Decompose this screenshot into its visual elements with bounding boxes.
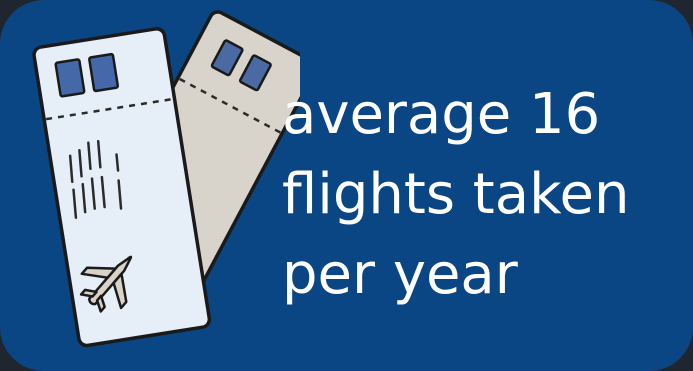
stat-line-3: per year [282, 242, 518, 307]
stat-line-1: average 16 [282, 82, 601, 147]
stat-text: average 16 flights taken per year [282, 75, 687, 315]
stat-line-2: flights taken [282, 162, 630, 227]
airplane-ticket-icon [32, 10, 300, 348]
